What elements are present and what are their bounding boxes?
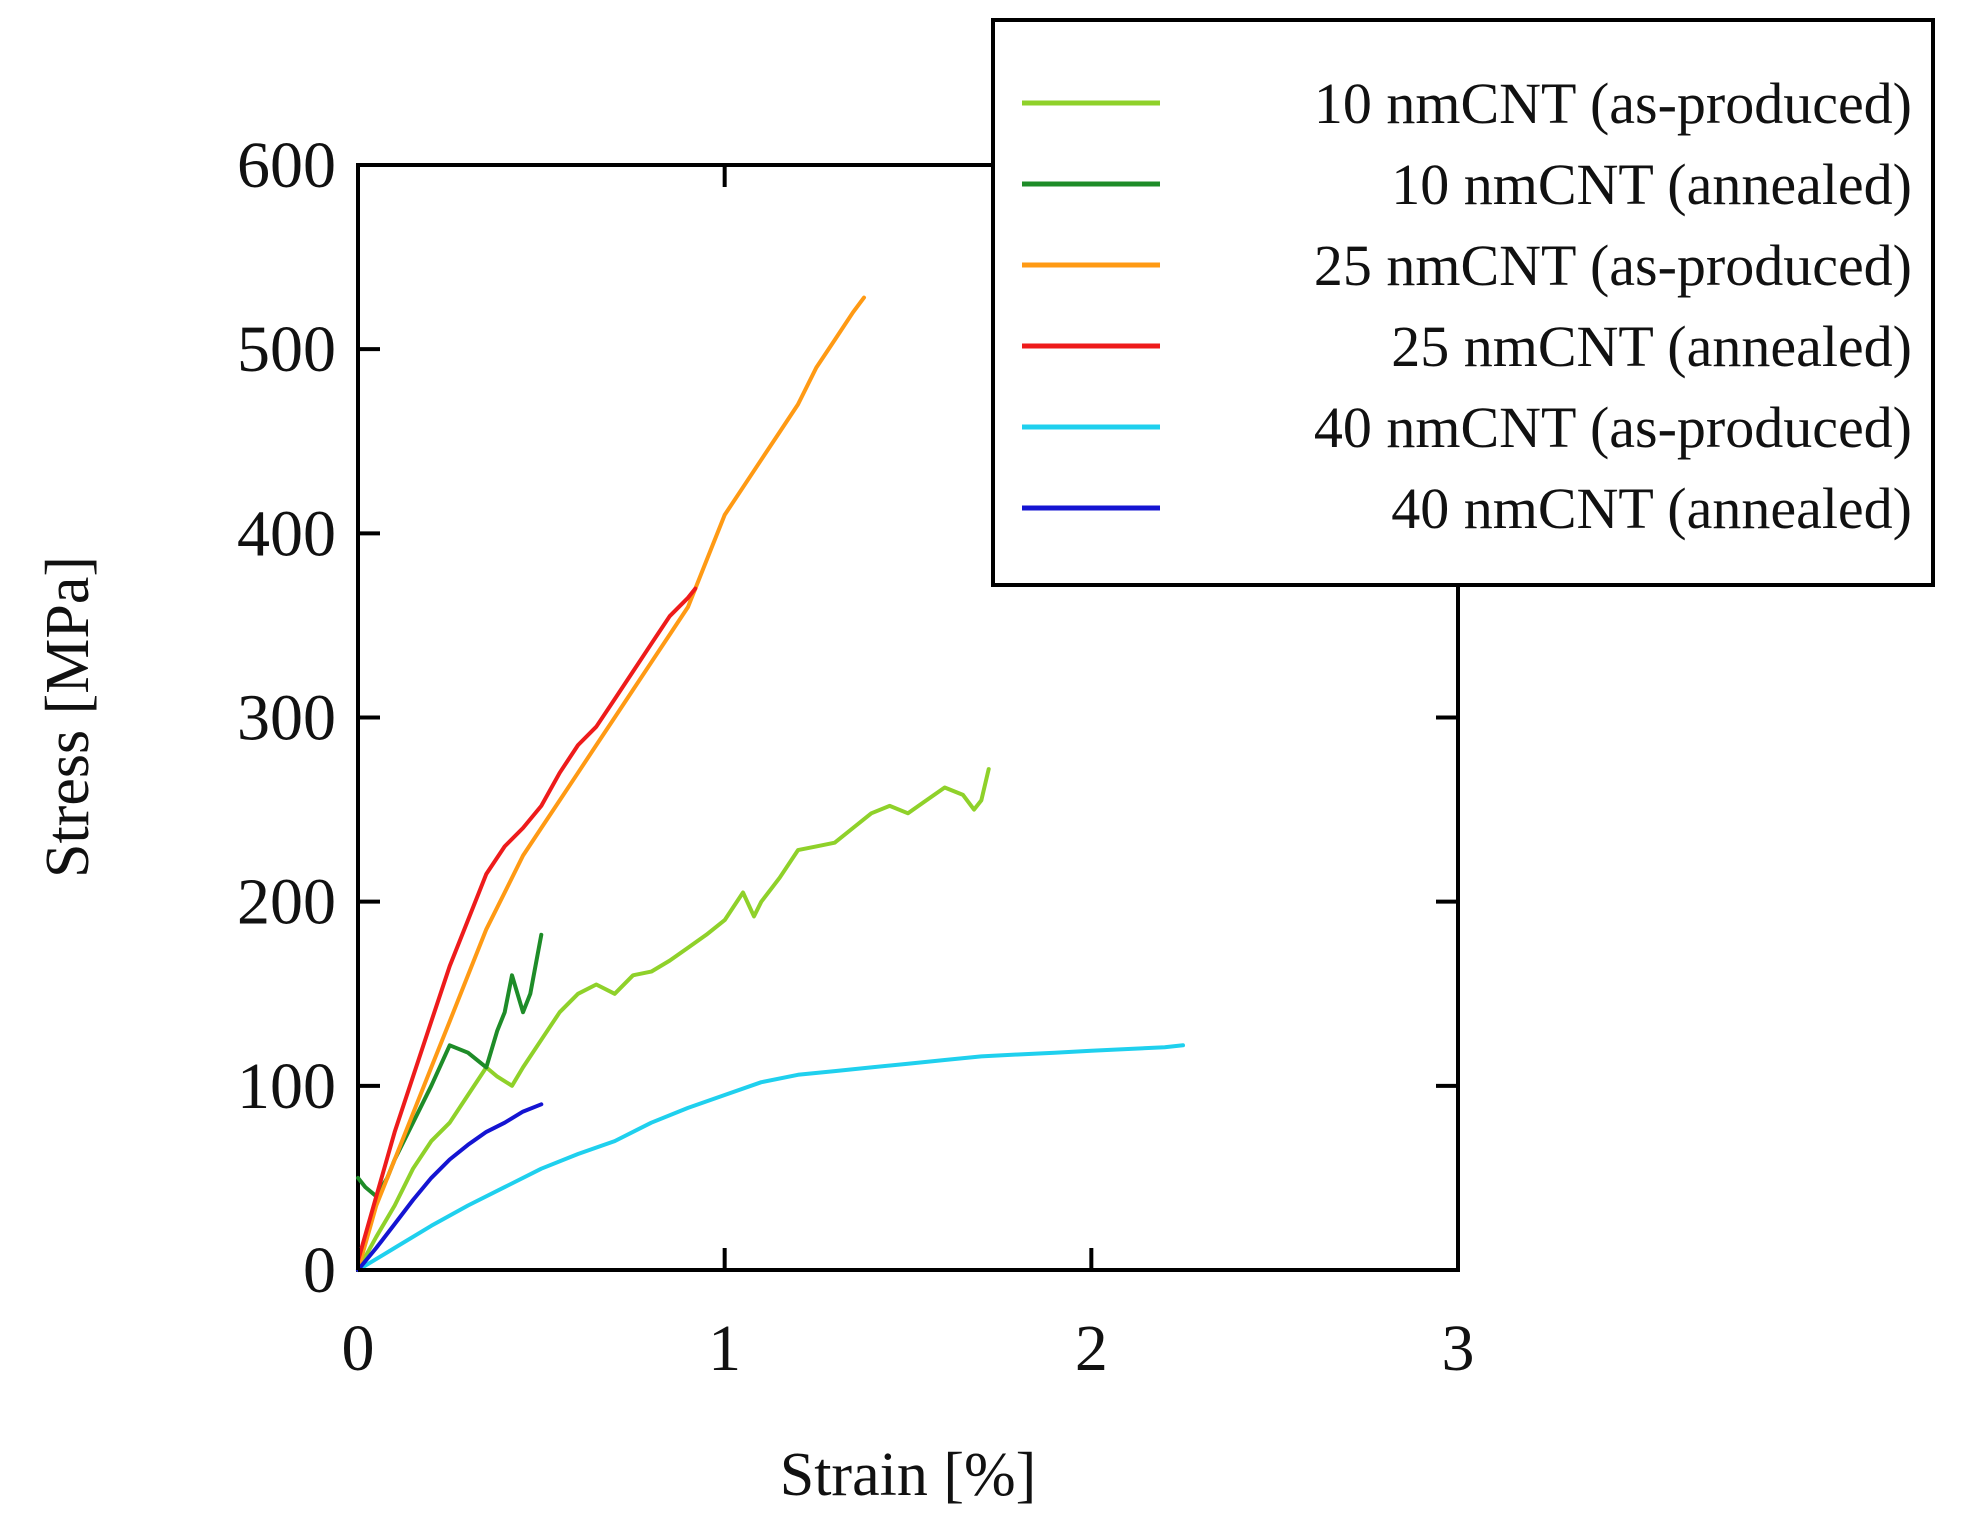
y-axis-title: Stress [MPa]	[34, 556, 102, 878]
y-tick-label-4: 400	[237, 497, 336, 570]
y-tick-label-6: 600	[237, 129, 336, 202]
y-tick-label-5: 500	[237, 313, 336, 386]
x-tick-label-0: 0	[342, 1312, 375, 1385]
y-tick-label-1: 100	[237, 1050, 336, 1123]
y-tick-label-2: 200	[237, 866, 336, 939]
series-line-2	[356, 295, 866, 1272]
series-line-0	[356, 767, 991, 1272]
y-tick-label-0: 0	[303, 1234, 336, 1307]
series-line-5	[356, 1102, 544, 1272]
series-line-4	[356, 1043, 1185, 1272]
legend-label-1: 10 nmCNT (annealed)	[1391, 152, 1912, 217]
x-axis-title: Strain [%]	[780, 1441, 1037, 1509]
y-tick-labels: 0 100 200 300 400 500 600	[237, 129, 336, 1307]
series-layer	[356, 295, 1185, 1272]
legend-items: 10 nmCNT (as-produced) 10 nmCNT (annealed…	[1022, 71, 1912, 541]
x-tick-label-1: 1	[708, 1312, 741, 1385]
x-tick-label-3: 3	[1442, 1312, 1475, 1385]
x-tick-label-2: 2	[1075, 1312, 1108, 1385]
legend-label-2: 25 nmCNT (as-produced)	[1314, 233, 1912, 298]
legend-label-0: 10 nmCNT (as-produced)	[1314, 71, 1912, 136]
legend-label-3: 25 nmCNT (annealed)	[1391, 314, 1912, 379]
legend-box	[991, 18, 1935, 587]
x-tick-labels: 0 1 2 3	[342, 1312, 1475, 1385]
y-tick-label-3: 300	[237, 682, 336, 755]
series-line-3	[356, 586, 698, 1263]
legend-label-5: 40 nmCNT (annealed)	[1391, 476, 1912, 541]
legend: 10 nmCNT (as-produced) 10 nmCNT (annealed…	[991, 18, 1935, 587]
legend-label-4: 40 nmCNT (as-produced)	[1314, 395, 1912, 460]
